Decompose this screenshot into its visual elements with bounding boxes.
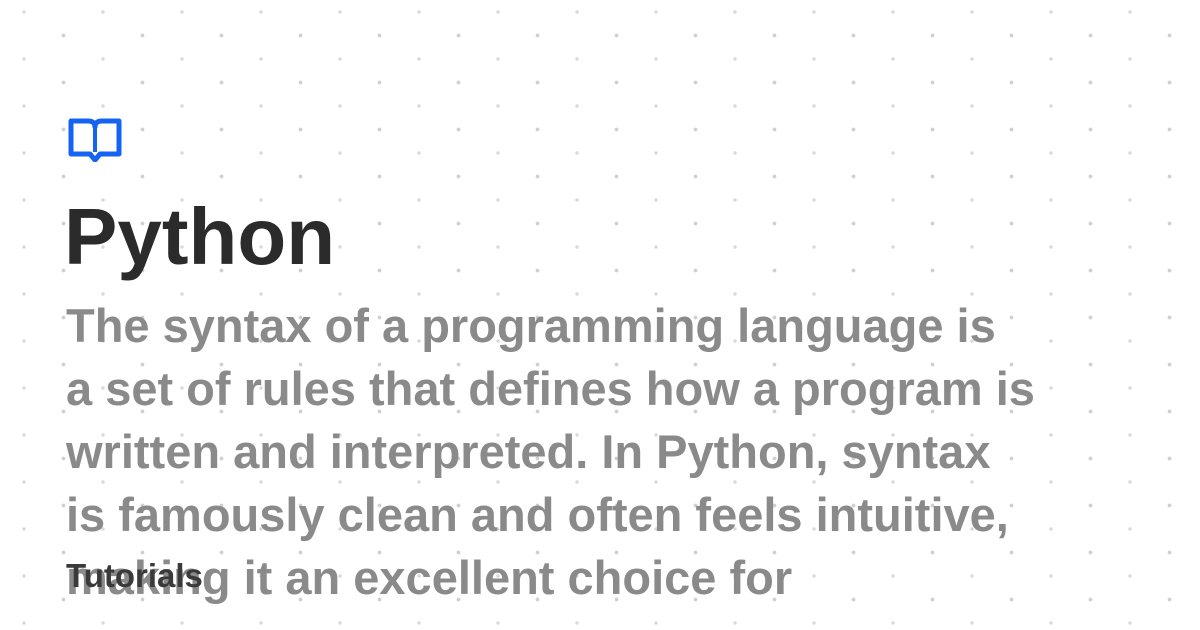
description-line: The syntax of a programming language is (66, 299, 996, 352)
title: Python (64, 192, 336, 281)
description: The syntax of a programming language is a… (66, 294, 1035, 609)
description-line: written and interpreted. In Python, synt… (66, 425, 991, 478)
description-line: making it an excellent choice for (66, 551, 793, 604)
description-line: is famously clean and often feels intuit… (66, 488, 1009, 541)
category-tag: Tutorials (66, 557, 203, 594)
book-icon (68, 118, 122, 162)
description-line: a set of rules that defines how a progra… (66, 362, 1035, 415)
